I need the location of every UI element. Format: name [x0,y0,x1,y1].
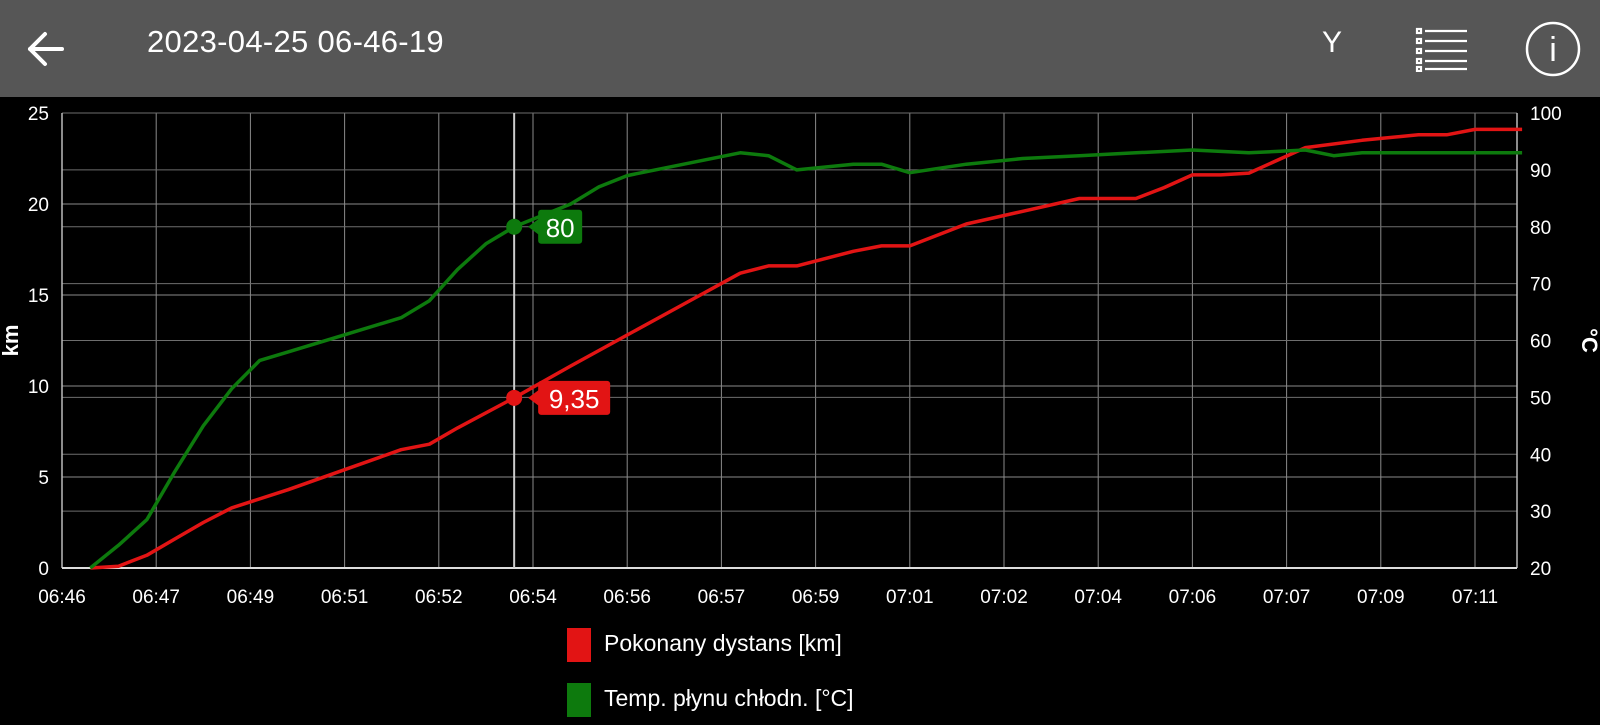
y-right-tick-label: 30 [1530,502,1551,523]
y-right-tick-label: 70 [1530,275,1551,296]
x-tick-label: 06:57 [698,587,746,608]
menu-button[interactable] [1412,0,1472,97]
x-tick-label: 07:01 [886,587,934,608]
y-left-tick-label: 0 [38,559,49,580]
x-tick-label: 06:47 [132,587,180,608]
y-left-tick-label: 10 [28,377,49,398]
series-line-temperature [89,148,1523,570]
y-left-tick-label: 15 [28,286,49,307]
legend-swatch-temperature [567,683,591,717]
y-axis-left-title: km [0,325,23,357]
list-icon [1415,27,1467,72]
x-tick-label: 06:46 [38,587,86,608]
cursor-label-box [538,380,611,415]
cursor-label-text: 80 [546,213,575,243]
legend-swatch-distance [567,628,591,662]
y-left-tick-label: 20 [28,195,49,216]
line-chart[interactable]: 06:46 06:47 06:49 06:51 06:52 06:54 06:56 06:57… [0,97,1600,627]
back-button[interactable] [18,0,74,97]
cursor-label-arrow [528,217,541,236]
legend-label-temperature: Temp. płynu chłodn. [°C] [604,685,854,711]
y-right-tick-label: 50 [1530,388,1551,409]
y-axis-right-title: °C [1577,328,1600,353]
cursor-label-box [538,209,583,244]
x-tick-label: 07:09 [1357,587,1405,608]
x-tick-label: 06:56 [603,587,651,608]
y-right-tick-label: 90 [1530,161,1551,182]
cursor-label-distance: 9,35 [528,380,611,415]
x-tick-label: 06:51 [321,587,369,608]
y-right-tick-label: 60 [1530,332,1551,353]
info-button[interactable]: i [1522,0,1584,97]
cursor-label-text: 9,35 [549,384,600,414]
y-right-tick-label: 40 [1530,445,1551,466]
x-tick-label: 06:52 [415,587,463,608]
cursor-label-temperature: 80 [528,209,583,244]
x-tick-label: 07:07 [1263,587,1311,608]
y-right-tick-label: 20 [1530,559,1551,580]
x-tick-label: 06:59 [792,587,840,608]
x-tick-label: 06:54 [509,587,557,608]
y-left-tick-label: 5 [38,468,49,489]
x-tick-label: 07:11 [1452,587,1498,608]
x-tick-label: 06:49 [227,587,275,608]
y-left-tick-label: 25 [28,104,49,125]
page-title: 2023-04-25 06-46-19 [147,24,444,59]
arrow-left-icon [28,31,64,66]
chart-area[interactable]: 06:46 06:47 06:49 06:51 06:52 06:54 06:56 06:57… [0,97,1600,627]
info-icon: i [1525,21,1581,76]
svg-text:i: i [1549,31,1557,69]
cursor-marker-distance [506,389,523,406]
y-right-tick-label: 80 [1530,218,1551,239]
cursor-label-arrow [528,388,541,407]
cursor-marker-temperature [506,218,523,235]
y-axis-button[interactable]: Y [1322,26,1343,59]
x-tick-label: 07:02 [980,587,1028,608]
legend-label-distance: Pokonany dystans [km] [604,630,842,656]
y-right-tick-label: 100 [1530,104,1562,125]
x-tick-label: 07:04 [1074,587,1122,608]
app-toolbar: 2023-04-25 06-46-19 Y i [0,0,1600,97]
series-line-distance [90,127,1523,570]
x-tick-label: 07:06 [1169,587,1217,608]
